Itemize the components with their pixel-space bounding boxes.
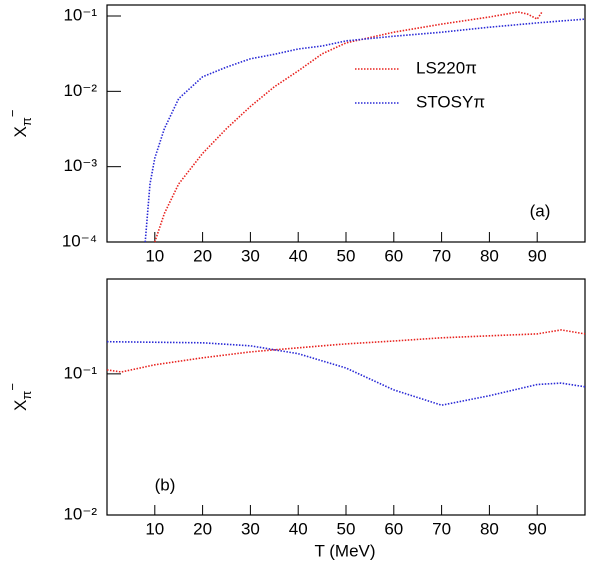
data-line: [106, 340, 586, 407]
y-axis-label: Xπ−: [5, 383, 34, 411]
x-tick-label: 80: [480, 246, 499, 265]
y-axis-label: Xπ−: [5, 110, 34, 138]
x-tick-label: 20: [193, 246, 212, 265]
data-line: [154, 11, 543, 243]
x-tick-label: 30: [241, 519, 260, 538]
x-tick-label: 30: [241, 246, 260, 265]
y-label-base: X: [11, 400, 30, 411]
x-tick-label: 10: [145, 519, 164, 538]
x-tick-label: 70: [432, 246, 451, 265]
y-label-sub: π: [19, 117, 34, 126]
data-line: [144, 18, 586, 243]
data-line: [106, 329, 586, 373]
y-tick-label: 10⁻³: [63, 156, 97, 175]
y-label-sup: −: [5, 383, 20, 391]
panel-label: (a): [530, 201, 551, 220]
x-tick-label: 60: [384, 519, 403, 538]
y-label-base: X: [11, 126, 30, 137]
y-tick-label: 10⁻¹: [63, 5, 97, 24]
x-tick-label: 50: [337, 246, 356, 265]
y-tick-label: 10⁻¹: [63, 363, 97, 382]
y-label-sup: −: [5, 110, 20, 118]
x-tick-label: 10: [145, 246, 164, 265]
x-tick-label: 40: [289, 519, 308, 538]
legend-label: LS220π: [416, 58, 477, 77]
y-tick-label: 10⁻⁴: [62, 231, 97, 250]
y-tick-label: 10⁻²: [63, 504, 97, 523]
x-tick-label: 90: [528, 519, 547, 538]
x-tick-label: 50: [337, 519, 356, 538]
plot-frame: [106, 278, 586, 516]
y-tick-label: 10⁻²: [63, 81, 97, 100]
x-tick-label: 20: [193, 519, 212, 538]
y-label-sub: π: [19, 391, 34, 400]
plot-frame: [106, 4, 586, 243]
legend-label: STOSYπ: [416, 92, 485, 111]
x-tick-label: 70: [432, 519, 451, 538]
x-tick-label: 90: [528, 246, 547, 265]
x-tick-label: 60: [384, 246, 403, 265]
x-tick-label: 80: [480, 519, 499, 538]
panel-label: (b): [155, 475, 176, 494]
x-axis-label: T (MeV): [314, 541, 375, 560]
x-tick-label: 40: [289, 246, 308, 265]
